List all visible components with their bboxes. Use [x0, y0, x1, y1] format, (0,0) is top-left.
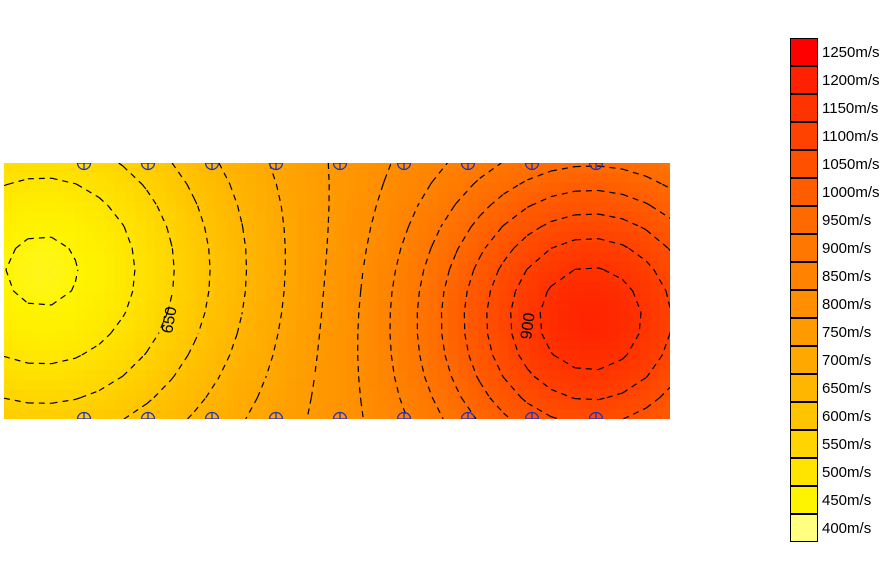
legend-row: 850m/s: [790, 262, 880, 290]
legend-row: 950m/s: [790, 206, 880, 234]
legend-swatch: [790, 150, 818, 178]
legend-label: 1250m/s: [822, 44, 880, 61]
legend-label: 650m/s: [822, 380, 871, 397]
legend-row: 1250m/s: [790, 38, 880, 66]
legend-label: 700m/s: [822, 352, 871, 369]
legend-row: 900m/s: [790, 234, 880, 262]
legend-swatch: [790, 402, 818, 430]
legend-row: 1000m/s: [790, 178, 880, 206]
color-legend: 1250m/s 1200m/s 1150m/s 1100m/s 1050m/s 1000m…: [790, 38, 880, 542]
legend-swatch: [790, 262, 818, 290]
legend-swatch: [790, 346, 818, 374]
legend-swatch: [790, 290, 818, 318]
legend-swatch: [790, 122, 818, 150]
legend-row: 1150m/s: [790, 94, 880, 122]
legend-label: 850m/s: [822, 268, 871, 285]
legend-row: 800m/s: [790, 290, 880, 318]
legend-swatch: [790, 430, 818, 458]
legend-swatch: [790, 458, 818, 486]
legend-row: 600m/s: [790, 402, 880, 430]
legend-swatch: [790, 94, 818, 122]
velocity-contour-figure: 650900: [4, 163, 670, 419]
legend-row: 400m/s: [790, 514, 880, 542]
legend-swatch: [790, 178, 818, 206]
legend-row: 450m/s: [790, 486, 880, 514]
legend-row: 500m/s: [790, 458, 880, 486]
legend-swatch: [790, 514, 818, 542]
legend-label: 900m/s: [822, 240, 871, 257]
legend-label: 500m/s: [822, 464, 871, 481]
legend-swatch: [790, 206, 818, 234]
legend-label: 800m/s: [822, 296, 871, 313]
legend-row: 700m/s: [790, 346, 880, 374]
legend-label: 1100m/s: [822, 128, 878, 145]
legend-swatch: [790, 38, 818, 66]
legend-label: 550m/s: [822, 436, 871, 453]
legend-swatch: [790, 234, 818, 262]
legend-row: 1050m/s: [790, 150, 880, 178]
legend-label: 600m/s: [822, 408, 871, 425]
legend-label: 1150m/s: [822, 100, 878, 117]
legend-label: 1200m/s: [822, 72, 880, 89]
legend-label: 1000m/s: [822, 184, 880, 201]
legend-label: 950m/s: [822, 212, 871, 229]
legend-swatch: [790, 318, 818, 346]
contour-plot: 650900: [4, 163, 670, 419]
legend-swatch: [790, 374, 818, 402]
legend-label: 450m/s: [822, 492, 871, 509]
legend-row: 1100m/s: [790, 122, 880, 150]
legend-label: 400m/s: [822, 520, 871, 537]
legend-label: 1050m/s: [822, 156, 880, 173]
legend-row: 750m/s: [790, 318, 880, 346]
legend-swatch: [790, 66, 818, 94]
legend-row: 550m/s: [790, 430, 880, 458]
legend-row: 650m/s: [790, 374, 880, 402]
legend-swatch: [790, 486, 818, 514]
legend-row: 1200m/s: [790, 66, 880, 94]
legend-label: 750m/s: [822, 324, 871, 341]
